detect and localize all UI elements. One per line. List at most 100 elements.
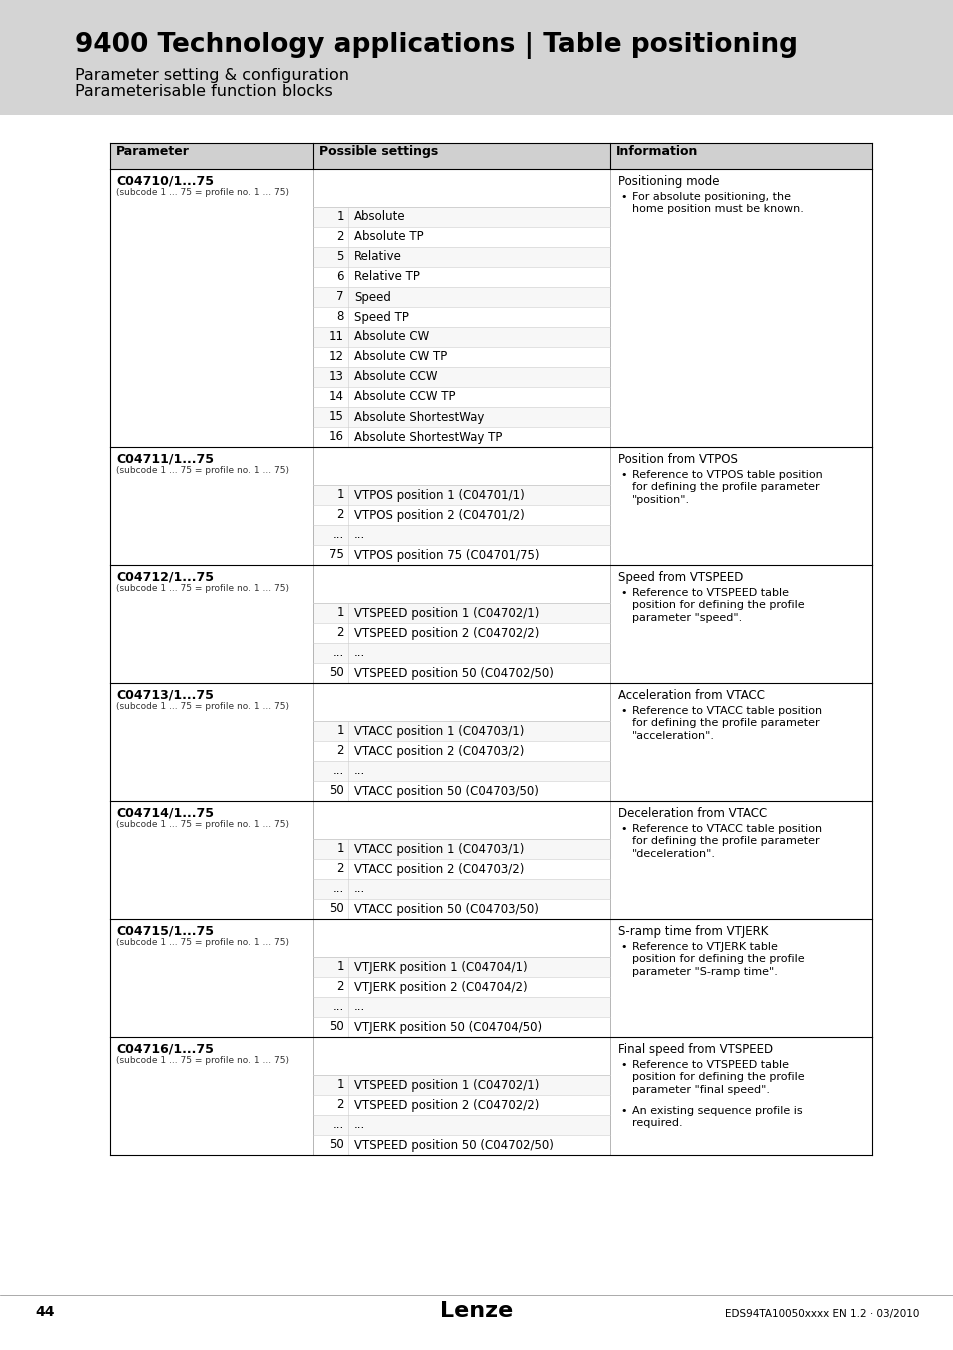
Text: For absolute positioning, the
home position must be known.: For absolute positioning, the home posit…	[631, 192, 803, 215]
Text: VTACC position 50 (C04703/50): VTACC position 50 (C04703/50)	[354, 903, 538, 915]
Text: VTJERK position 2 (C04704/2): VTJERK position 2 (C04704/2)	[354, 980, 527, 994]
Text: (subcode 1 ... 75 = profile no. 1 ... 75): (subcode 1 ... 75 = profile no. 1 ... 75…	[116, 938, 289, 946]
Text: VTSPEED position 2 (C04702/2): VTSPEED position 2 (C04702/2)	[354, 626, 538, 640]
Text: (subcode 1 ... 75 = profile no. 1 ... 75): (subcode 1 ... 75 = profile no. 1 ... 75…	[116, 188, 289, 197]
Text: VTACC position 2 (C04703/2): VTACC position 2 (C04703/2)	[354, 863, 524, 876]
Text: VTSPEED position 2 (C04702/2): VTSPEED position 2 (C04702/2)	[354, 1099, 538, 1111]
Text: VTSPEED position 1 (C04702/1): VTSPEED position 1 (C04702/1)	[354, 606, 538, 620]
Text: C04712/1...75: C04712/1...75	[116, 570, 213, 583]
Text: •: •	[619, 824, 626, 834]
Bar	[313, 721, 609, 741]
Text: 50: 50	[329, 1021, 344, 1034]
Text: ...: ...	[333, 1000, 344, 1014]
Text: Reference to VTACC table position
for defining the profile parameter
"accelerati: Reference to VTACC table position for de…	[631, 706, 821, 741]
Text: Positioning mode: Positioning mode	[618, 176, 719, 188]
Bar	[313, 998, 609, 1017]
Text: Speed TP: Speed TP	[354, 310, 409, 324]
Text: 50: 50	[329, 903, 344, 915]
Text: VTSPEED position 50 (C04702/50): VTSPEED position 50 (C04702/50)	[354, 667, 554, 679]
Text: C04710/1...75: C04710/1...75	[116, 174, 213, 188]
Text: 1: 1	[336, 489, 344, 501]
Text: Reference to VTPOS table position
for defining the profile parameter
"position".: Reference to VTPOS table position for de…	[631, 470, 821, 505]
Text: 14: 14	[329, 390, 344, 404]
Text: ...: ...	[354, 764, 365, 778]
Text: 2: 2	[336, 744, 344, 757]
Text: Reference to VTJERK table
position for defining the profile
parameter "S-ramp ti: Reference to VTJERK table position for d…	[631, 942, 803, 977]
Text: Speed from VTSPEED: Speed from VTSPEED	[618, 571, 742, 585]
Text: 7: 7	[336, 290, 344, 304]
Text: 1: 1	[336, 1079, 344, 1092]
Text: •: •	[619, 589, 626, 598]
Text: An existing sequence profile is
required.: An existing sequence profile is required…	[631, 1106, 801, 1129]
Text: 75: 75	[329, 548, 344, 562]
Text: 2: 2	[336, 626, 344, 640]
Bar	[313, 643, 609, 663]
Text: Relative: Relative	[354, 251, 401, 263]
Text: Absolute ShortestWay TP: Absolute ShortestWay TP	[354, 431, 502, 444]
Text: VTACC position 1 (C04703/1): VTACC position 1 (C04703/1)	[354, 842, 524, 856]
Bar	[110, 169, 871, 447]
Text: 2: 2	[336, 980, 344, 994]
Text: C04711/1...75: C04711/1...75	[116, 452, 213, 464]
Text: Parameter setting & configuration: Parameter setting & configuration	[75, 68, 349, 82]
Bar	[313, 1115, 609, 1135]
Text: EDS94TA10050xxxx EN 1.2 · 03/2010: EDS94TA10050xxxx EN 1.2 · 03/2010	[724, 1310, 918, 1319]
Bar	[313, 603, 609, 622]
Bar	[110, 801, 871, 919]
Text: ...: ...	[354, 647, 365, 660]
Text: Reference to VTSPEED table
position for defining the profile
parameter "final sp: Reference to VTSPEED table position for …	[631, 1060, 803, 1095]
Text: Absolute CCW: Absolute CCW	[354, 370, 437, 383]
Text: Reference to VTSPEED table
position for defining the profile
parameter "speed".: Reference to VTSPEED table position for …	[631, 589, 803, 622]
Bar	[110, 447, 871, 566]
Text: VTACC position 50 (C04703/50): VTACC position 50 (C04703/50)	[354, 784, 538, 798]
Text: •: •	[619, 942, 626, 952]
Text: 2: 2	[336, 509, 344, 521]
Text: •: •	[619, 470, 626, 481]
Bar	[313, 485, 609, 505]
Text: Absolute TP: Absolute TP	[354, 231, 423, 243]
Bar	[313, 525, 609, 545]
Text: 1: 1	[336, 725, 344, 737]
Bar	[313, 838, 609, 859]
Text: Absolute CCW TP: Absolute CCW TP	[354, 390, 455, 404]
Text: 1: 1	[336, 606, 344, 620]
Bar	[313, 207, 609, 227]
Bar	[313, 367, 609, 387]
Text: VTSPEED position 1 (C04702/1): VTSPEED position 1 (C04702/1)	[354, 1079, 538, 1092]
Text: Absolute CW: Absolute CW	[354, 331, 429, 343]
Text: 50: 50	[329, 784, 344, 798]
Text: Information: Information	[616, 144, 698, 158]
Bar	[110, 1037, 871, 1156]
Text: Final speed from VTSPEED: Final speed from VTSPEED	[618, 1044, 772, 1056]
Text: Parameterisable function blocks: Parameterisable function blocks	[75, 84, 333, 99]
Text: Absolute CW TP: Absolute CW TP	[354, 351, 447, 363]
Text: VTJERK position 1 (C04704/1): VTJERK position 1 (C04704/1)	[354, 960, 527, 973]
Text: 1: 1	[336, 960, 344, 973]
Text: Position from VTPOS: Position from VTPOS	[618, 454, 737, 466]
Text: S-ramp time from VTJERK: S-ramp time from VTJERK	[618, 925, 767, 938]
Bar	[313, 957, 609, 977]
Text: ...: ...	[354, 528, 365, 541]
Bar	[313, 761, 609, 782]
Text: 2: 2	[336, 1099, 344, 1111]
Bar	[110, 683, 871, 801]
Text: Lenze: Lenze	[440, 1301, 513, 1322]
Text: C04713/1...75: C04713/1...75	[116, 688, 213, 701]
Text: 15: 15	[329, 410, 344, 424]
Text: Relative TP: Relative TP	[354, 270, 419, 284]
Text: VTPOS position 1 (C04701/1): VTPOS position 1 (C04701/1)	[354, 489, 524, 501]
Text: (subcode 1 ... 75 = profile no. 1 ... 75): (subcode 1 ... 75 = profile no. 1 ... 75…	[116, 585, 289, 593]
Text: VTPOS position 75 (C04701/75): VTPOS position 75 (C04701/75)	[354, 548, 539, 562]
Text: ...: ...	[333, 1119, 344, 1131]
Text: ...: ...	[333, 647, 344, 660]
Bar	[0, 0, 953, 115]
Text: (subcode 1 ... 75 = profile no. 1 ... 75): (subcode 1 ... 75 = profile no. 1 ... 75…	[116, 702, 289, 711]
Text: 6: 6	[336, 270, 344, 284]
Text: 16: 16	[329, 431, 344, 444]
Bar	[313, 879, 609, 899]
Text: •: •	[619, 706, 626, 716]
Bar	[110, 143, 871, 169]
Text: ...: ...	[333, 764, 344, 778]
Text: ...: ...	[354, 883, 365, 895]
Text: 8: 8	[336, 310, 344, 324]
